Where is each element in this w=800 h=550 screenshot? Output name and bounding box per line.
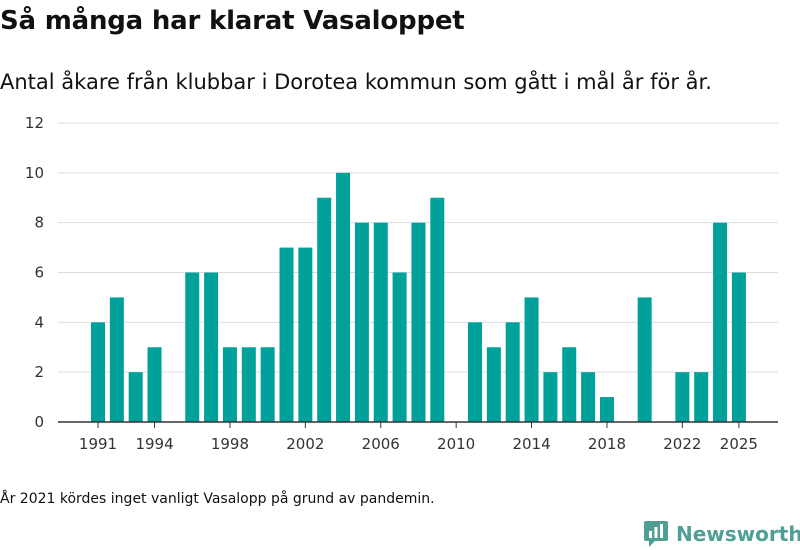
chart-subtitle: Antal åkare från klubbar i Dorotea kommu… [0,70,712,94]
bar-1992 [109,297,124,422]
bar-2016 [562,347,577,422]
bar-2005 [354,222,369,422]
bar-chart: 0 2 4 6 8 10 12 1991 1994 1998 2002 2006 2010 2014 201… [25,114,778,453]
newsworthy-chart-icon [644,521,668,547]
bar-2024 [713,222,728,422]
bar-2012 [486,347,501,422]
x-tick-label: 2014 [512,435,550,453]
bar-1997 [204,272,219,422]
bar-1998 [222,347,237,422]
y-tick-label: 8 [34,214,44,232]
bar-1993 [128,372,143,422]
y-tick-label: 4 [34,313,44,331]
x-tick-label: 2022 [663,435,701,453]
footnote: År 2021 kördes inget vanligt Vasalopp på… [0,491,435,507]
x-tick-label: 1998 [211,435,249,453]
y-tick-label: 2 [34,363,44,381]
chart-title: Så många har klarat Vasaloppet [0,6,465,36]
x-tick-label: 1994 [135,435,173,453]
bar-1999 [241,347,256,422]
bar-2017 [581,372,596,422]
x-tick-label: 2002 [286,435,324,453]
y-tick-label: 10 [25,164,44,182]
bar-2006 [373,222,388,422]
y-tick-label: 6 [34,264,44,282]
bar-2014 [524,297,539,422]
axes: 0 2 4 6 8 10 12 1991 1994 1998 2002 2006 2010 2014 201… [25,114,778,453]
bar-2015 [543,372,558,422]
brand-name: Newsworthy [676,522,800,546]
bars [91,172,746,422]
bar-2018 [599,397,614,422]
y-tick-label: 0 [34,413,44,431]
x-tick-label: 2010 [437,435,475,453]
bar-2007 [392,272,407,422]
bar-1991 [91,322,105,422]
bar-2000 [260,347,275,422]
bar-1996 [185,272,200,422]
bar-2011 [468,322,482,422]
bar-2003 [317,197,332,422]
x-tick-label: 2025 [720,435,758,453]
x-tick-label: 1991 [79,435,117,453]
x-tick-label: 2006 [362,435,400,453]
bar-2020 [637,297,652,422]
bar-2004 [336,172,351,422]
bar-2013 [505,322,520,422]
newsworthy-logo[interactable]: Newsworthy [644,519,800,549]
y-tick-label: 12 [25,114,44,132]
bar-2025 [731,272,746,422]
bar-2009 [430,197,445,422]
bar-2022 [675,372,690,422]
bar-2023 [694,372,709,422]
bar-1994 [147,347,162,422]
x-tick-label: 2018 [588,435,626,453]
bar-2001 [279,247,294,422]
bar-2002 [298,247,313,422]
bar-2008 [411,222,426,422]
